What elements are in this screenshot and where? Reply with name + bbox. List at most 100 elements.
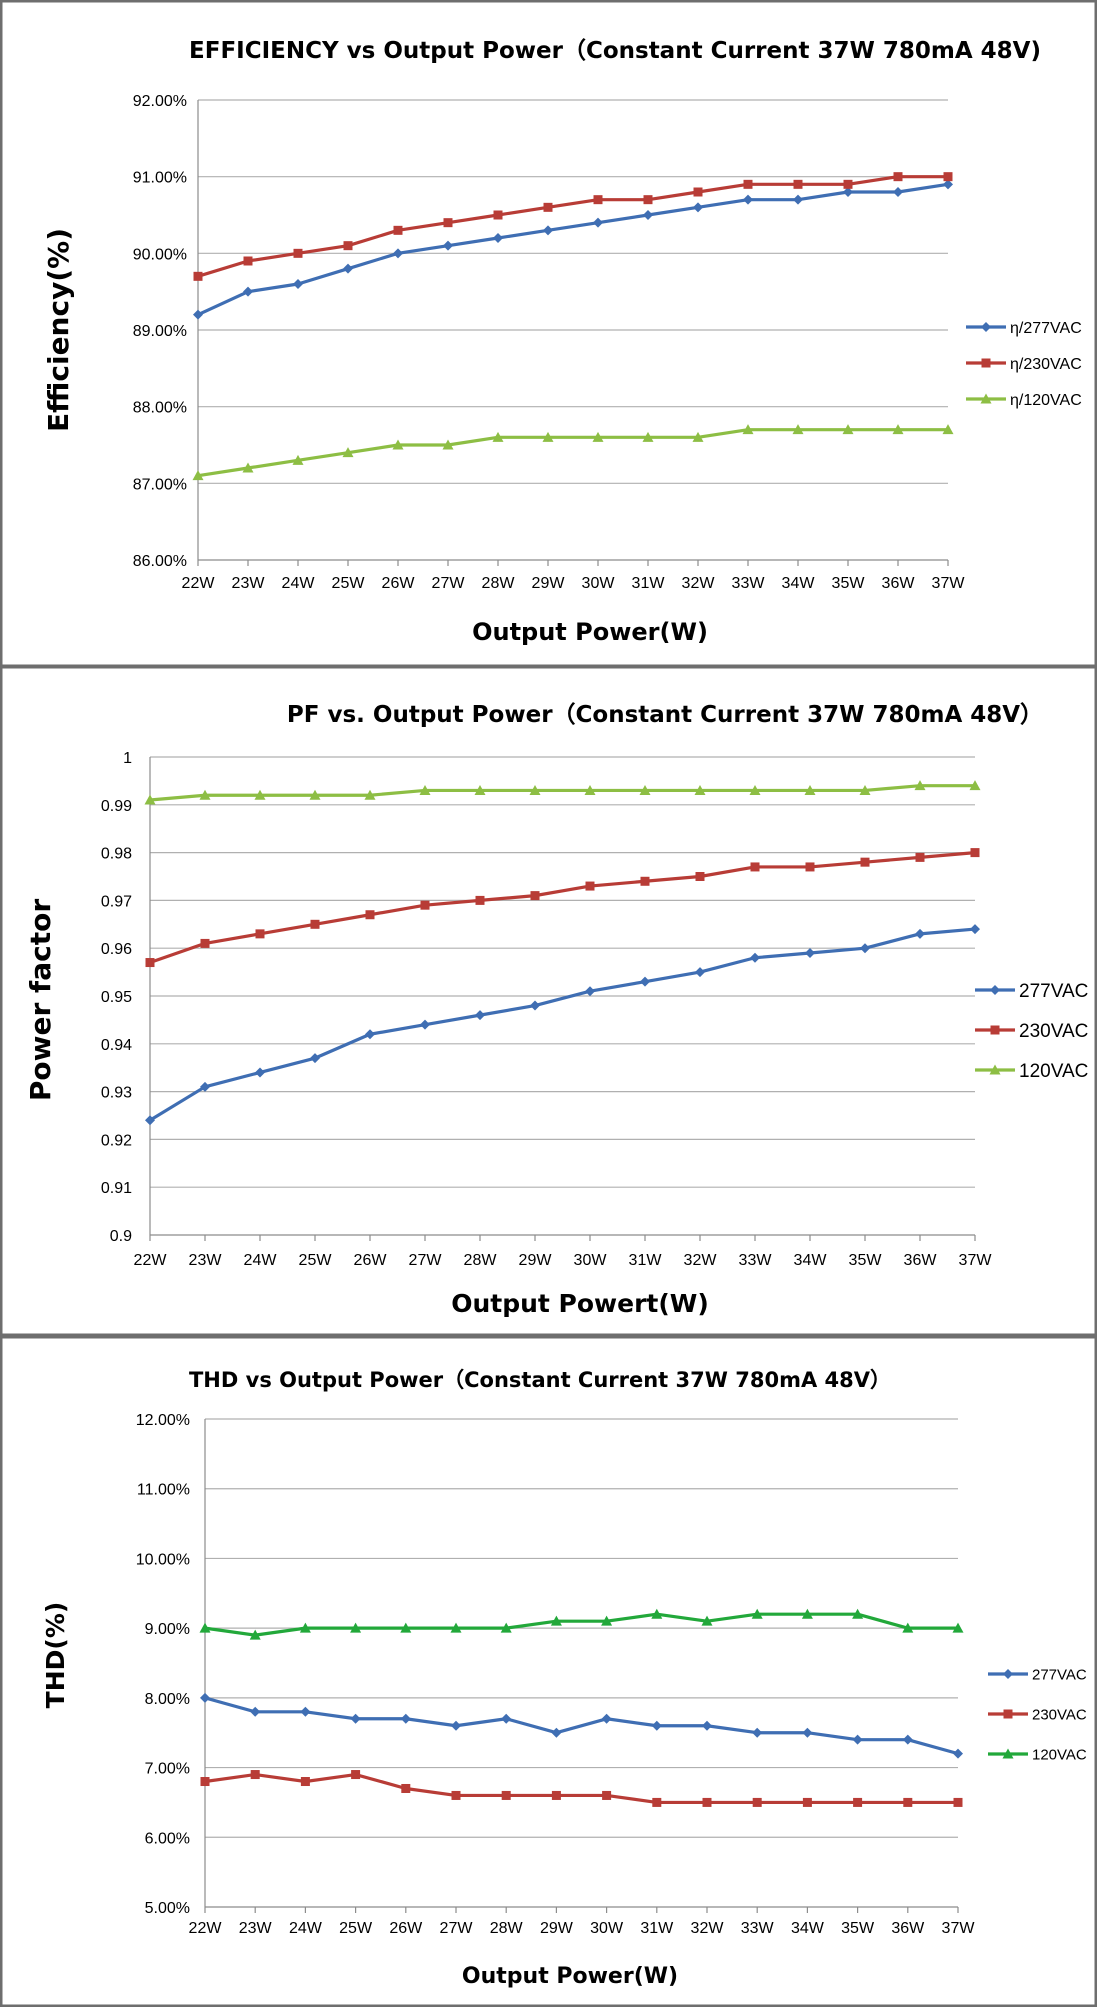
y-tick-label: 86.00% [133,553,187,570]
legend-marker [1003,1709,1013,1719]
data-point [694,784,706,795]
legend-marker [981,322,991,332]
y-tick-label: 7.00% [145,1761,190,1778]
x-tick-label: 37W [932,575,966,592]
data-point [475,1010,485,1021]
y-tick-label: 0.93 [101,1085,132,1102]
legend-entry: 230VAC [975,1021,1088,1042]
y-tick-label: 91.00% [133,170,187,187]
y-tick-label: 9.00% [145,1621,190,1638]
data-point [953,1797,963,1807]
y-tick-label: 0.99 [101,798,132,815]
x-tick-label: 27W [440,1920,474,1937]
data-point [474,784,486,795]
legend-entry: 277VAC [988,1666,1087,1683]
data-point [860,857,870,867]
data-point [601,1615,613,1626]
series-line [149,784,975,802]
chart-panel-border [0,665,1097,1337]
data-point [695,967,705,978]
data-point [200,1692,210,1703]
x-tick-label: 27W [409,1252,443,1269]
data-point [752,1797,762,1807]
series-277 [193,179,953,320]
data-point [493,210,503,220]
data-point [300,1777,310,1787]
series-230 [200,1770,963,1807]
x-tick-label: 33W [732,575,766,592]
data-point [793,194,803,205]
data-point [242,462,254,473]
data-point [193,309,203,320]
legend-entry: η/120VAC [966,392,1082,409]
data-point [299,1622,311,1633]
x-tick-label: 24W [244,1252,278,1269]
data-point [915,852,925,862]
series-277 [200,1692,963,1759]
x-tick-label: 36W [891,1920,925,1937]
legend-entry: 277VAC [975,981,1088,1002]
legend-entry: η/277VAC [966,320,1082,337]
data-point [859,784,871,795]
y-axis-title: THD(%) [41,1602,70,1709]
x-axis-title: Output Power(W) [472,618,708,646]
data-point [192,470,204,481]
y-tick-label: 87.00% [133,476,187,493]
data-point [393,225,403,235]
chart-3: 5.00% 6.00% 7.00% 8.00% 9.00% 10.00% 11.00% 12.… [0,1335,1097,2007]
data-point [443,218,453,228]
data-point [805,862,815,872]
data-point [584,784,596,795]
data-point [550,1615,562,1626]
data-point [243,286,253,297]
data-point [792,424,804,435]
y-tick-label: 8.00% [145,1691,190,1708]
x-tick-label: 29W [519,1252,553,1269]
series-line [204,1696,959,1756]
legend-entry: 120VAC [988,1746,1087,1763]
data-point [793,179,803,189]
data-point [200,1081,210,1092]
chart-title: THD vs Output Power（Constant Current 37W… [189,1368,891,1392]
data-point [602,1790,612,1800]
x-tick-label: 36W [882,575,916,592]
data-point [249,1629,261,1640]
data-point [893,172,903,182]
series-277 [145,924,980,1126]
legend-marker [1002,1748,1014,1759]
chart-title: EFFICIENCY vs Output Power（Constant Curr… [189,37,1041,64]
data-point [852,1608,864,1619]
chart-2: 0.9 0.91 0.92 0.93 0.94 0.95 0.96 0.97 0.98 0.99 1… [0,665,1097,1337]
legend-label: 120VAC [1019,1061,1088,1082]
data-point [364,789,376,800]
data-point [593,217,603,228]
data-point [693,202,703,213]
data-point [300,1706,311,1717]
data-point [915,928,925,939]
data-point [695,872,705,881]
x-tick-label: 30W [582,575,616,592]
data-point [250,1706,261,1717]
y-tick-label: 89.00% [133,323,187,340]
data-point [970,848,980,858]
y-tick-label: 0.97 [101,893,132,910]
x-tick-label: 32W [691,1920,725,1937]
y-tick-label: 6.00% [145,1830,190,1847]
x-tick-label: 34W [782,575,816,592]
data-point [592,431,604,442]
data-point [802,1727,813,1738]
data-point [451,1790,461,1800]
data-point [351,1770,361,1780]
data-point [585,986,595,997]
data-point [914,780,926,791]
data-point [804,784,816,795]
series-line [197,182,949,317]
y-tick-label: 0.96 [101,941,132,958]
legend-marker [980,393,992,404]
data-point [200,938,210,948]
data-point [292,454,304,465]
data-point [492,431,504,442]
x-tick-label: 34W [794,1252,828,1269]
legend-label: 230VAC [1032,1706,1087,1723]
legend-marker [989,1064,1001,1075]
